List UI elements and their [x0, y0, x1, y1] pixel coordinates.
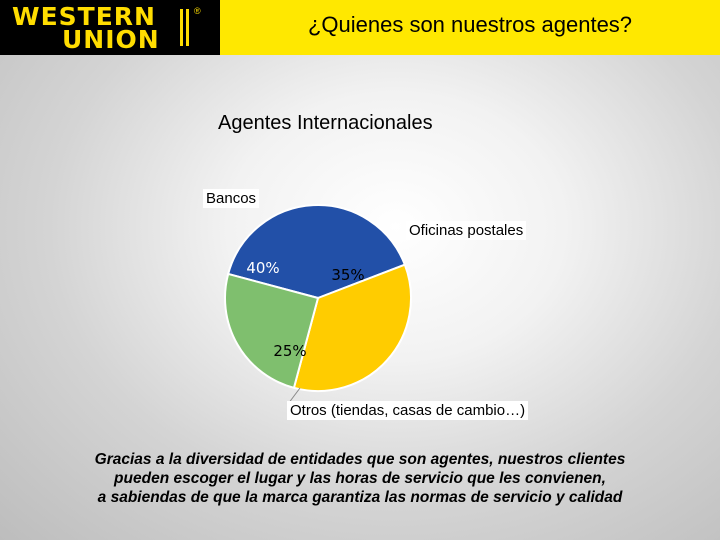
chart-title: Agentes Internacionales: [218, 112, 433, 134]
footnote-line: a sabiendas de que la marca garantiza la…: [97, 489, 623, 506]
western-union-logo: WESTERN UNION ®: [0, 0, 220, 55]
legend-label-oficinas: Oficinas postales: [406, 221, 527, 240]
footnote: Gracias a la diversidad de entidades que…: [20, 450, 700, 507]
logo-line1: WESTERN: [12, 2, 156, 31]
pie-value-label: 40%: [246, 259, 279, 277]
logo-bar-icon: [186, 9, 189, 46]
legend-label-otros: Otros (tiendas, casas de cambio…): [287, 401, 529, 420]
logo-line2: UNION: [62, 25, 160, 54]
pie-value-label: 25%: [273, 342, 306, 360]
footnote-line: pueden escoger el lugar y las horas de s…: [114, 470, 606, 487]
registered-mark: ®: [194, 6, 201, 16]
legend-label-bancos: Bancos: [203, 189, 260, 208]
footnote-line: Gracias a la diversidad de entidades que…: [94, 451, 626, 468]
pie-value-label: 35%: [331, 266, 364, 284]
header-bar: WESTERN UNION ® ¿Quienes son nuestros ag…: [0, 0, 720, 55]
pie-slice-otros: [224, 272, 320, 390]
pie-slice-oficinas: [292, 263, 412, 392]
logo-bar-icon: [180, 9, 183, 46]
slide-title: ¿Quienes son nuestros agentes?: [307, 12, 633, 37]
pie-slice-bancos: [226, 204, 407, 300]
